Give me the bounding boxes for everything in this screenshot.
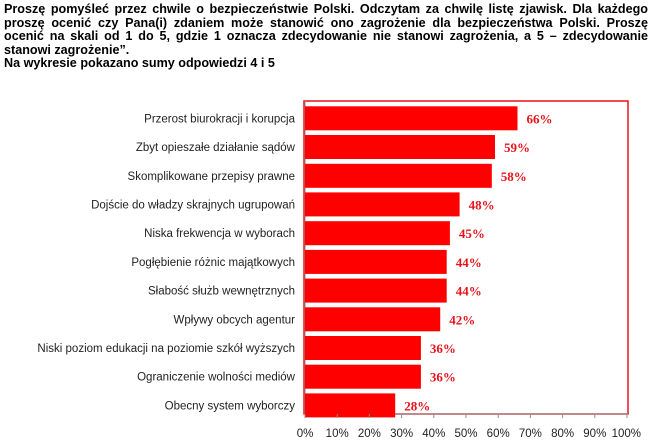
category-label: Ograniczenie wolności mediów: [137, 372, 296, 384]
data-label: 44%: [456, 284, 482, 299]
data-label: 58%: [501, 169, 527, 184]
x-tick-label: 100%: [612, 428, 641, 440]
category-label: Słabość służb wewnętrznych: [148, 286, 295, 298]
x-tick-label: 30%: [390, 428, 413, 440]
bar: [305, 163, 492, 188]
bar: [305, 192, 460, 217]
bar: [305, 135, 495, 159]
data-label: 59%: [504, 140, 530, 155]
bar: [305, 307, 441, 332]
x-tick-label: 0%: [297, 428, 314, 440]
data-label: 28%: [404, 398, 430, 413]
category-label: Wpływy obcych agentur: [174, 314, 296, 326]
bar: [305, 106, 518, 131]
x-tick-label: 10%: [326, 428, 349, 440]
x-tick-label: 40%: [422, 428, 445, 440]
category-label: Przerost biurokracji i korupcja: [144, 113, 295, 125]
data-label: 45%: [459, 226, 485, 241]
data-label: 36%: [430, 370, 456, 385]
bar: [305, 393, 396, 418]
chart-intro: Proszę pomyśleć przez chwile o bezpiecze…: [4, 2, 648, 71]
data-label: 42%: [449, 312, 475, 327]
category-label: Niski poziom edukacji na poziomie szkół …: [37, 343, 295, 355]
bar: [305, 364, 421, 389]
x-tick-label: 80%: [551, 428, 574, 440]
x-tick-label: 20%: [358, 428, 381, 440]
data-label: 66%: [527, 111, 553, 126]
bar: [305, 249, 447, 274]
category-label: Pogłębienie różnic majątkowych: [131, 257, 295, 269]
category-label: Dojście do władzy skrajnych ugrupowań: [91, 199, 295, 211]
category-label: Obecny system wyborczy: [165, 400, 296, 412]
bar: [305, 278, 447, 303]
chart-subtitle: Na wykresie pokazano sumy odpowiedzi 4 i…: [4, 56, 275, 71]
category-label: Skomplikowane przepisy prawne: [128, 171, 295, 183]
data-label: 44%: [456, 255, 482, 270]
category-label: Niska frekwencja w wyborach: [144, 228, 295, 240]
x-tick-label: 90%: [583, 428, 606, 440]
bar: [305, 221, 450, 246]
x-tick-label: 50%: [454, 428, 477, 440]
bar: [305, 336, 421, 360]
data-label: 48%: [469, 197, 495, 212]
x-tick-label: 60%: [487, 428, 510, 440]
bars-group: Przerost biurokracji i korupcja 66% Zbyt o…: [37, 106, 553, 418]
category-label: Zbyt opieszałe działanie sądów: [136, 142, 296, 154]
data-label: 36%: [430, 341, 456, 356]
question-text: Proszę pomyśleć przez chwile o bezpiecze…: [4, 2, 648, 57]
x-tick-label: 70%: [519, 428, 542, 440]
x-axis-ticks: 0% 10% 20% 30% 40% 50% 60% 70% 80% 90% 100%: [297, 414, 641, 440]
